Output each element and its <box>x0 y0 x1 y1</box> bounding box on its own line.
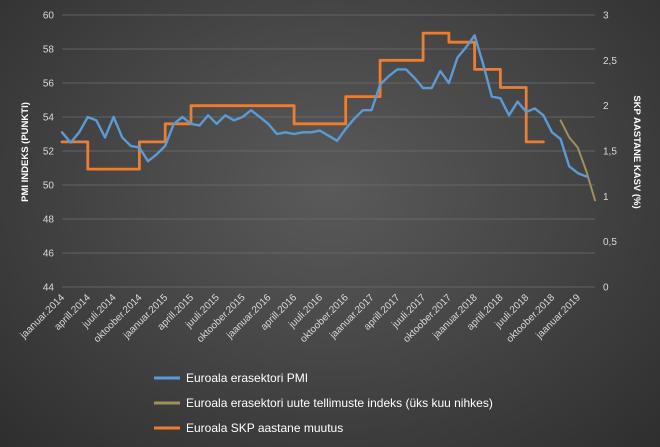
series-line-pmi <box>60 34 588 178</box>
y-left-tick-label: 52 <box>43 147 55 158</box>
y-right-tick-label: 3 <box>603 11 609 22</box>
y-right-tick-label: 2,5 <box>603 56 617 67</box>
y-right-tick-label: 2 <box>603 101 609 112</box>
legend-label-gdp: Euroala SKP aastane muutus <box>186 421 343 435</box>
y-left-tick-label: 54 <box>43 113 55 124</box>
y-axis-right-title: SKP AASTANE KASV (%) <box>631 95 642 208</box>
y-left-tick-label: 60 <box>43 11 55 22</box>
legend-label-pmi: Euroala erasektori PMI <box>186 371 308 385</box>
y-left-tick-label: 44 <box>43 283 55 294</box>
y-right-tick-label: 0 <box>603 283 609 294</box>
series-line-orders <box>559 119 596 202</box>
legend-label-orders: Euroala erasektori uute tellimuste indek… <box>186 396 493 410</box>
y-left-tick-label: 50 <box>43 181 55 192</box>
y-left-tick-label: 48 <box>43 215 55 226</box>
y-left-tick-label: 56 <box>43 79 55 90</box>
y-right-tick-label: 0,5 <box>603 237 617 248</box>
y-left-tick-label: 58 <box>43 45 55 56</box>
series-line-gdp <box>60 31 545 171</box>
y-right-tick-label: 1,5 <box>603 147 617 158</box>
y-axis-left-title: PMI INDEKS (PUNKTI) <box>20 102 31 202</box>
y-right-tick-label: 1 <box>603 192 609 203</box>
y-left-tick-label: 46 <box>43 249 55 260</box>
